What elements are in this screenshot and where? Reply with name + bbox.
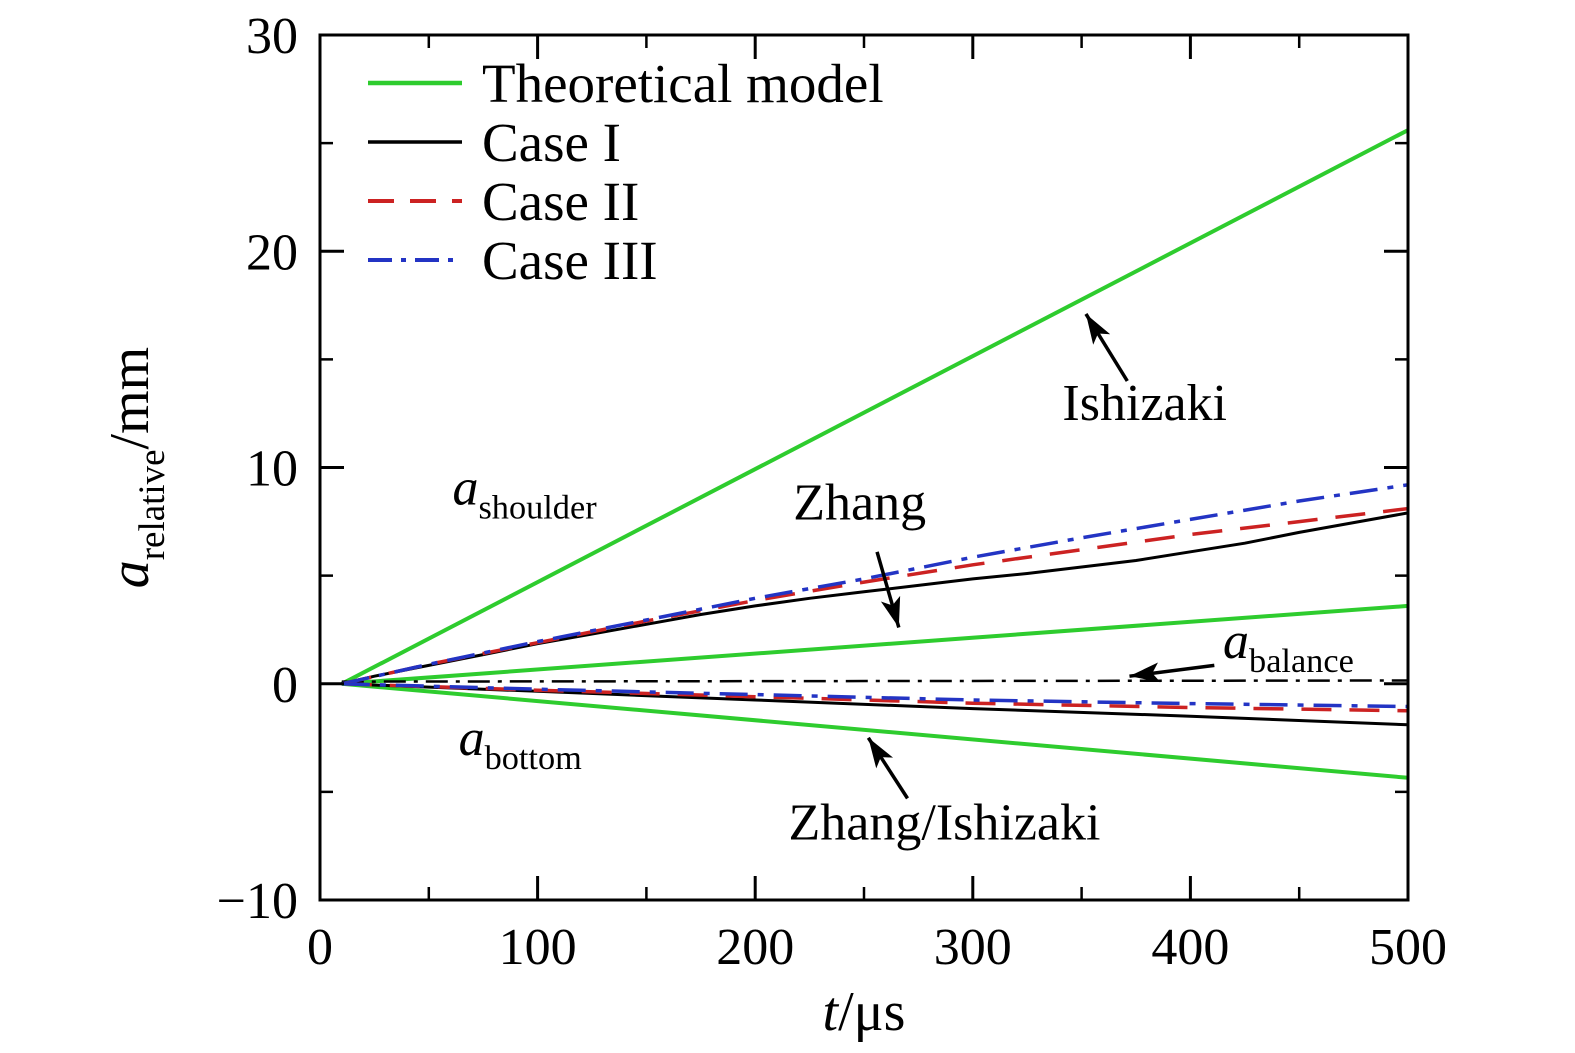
legend-label-1: Theoretical model [482, 53, 884, 114]
a-shoulder-label: ashoulder [452, 459, 597, 526]
y-tick-label: −10 [217, 873, 298, 930]
a-bottom-label: abottom [459, 710, 583, 777]
series-group [340, 128, 1409, 780]
zhang-arrow [875, 551, 901, 629]
x-tick-label: 300 [934, 919, 1012, 976]
legend-label-2: Case I [482, 112, 621, 173]
x-tick-label: 0 [307, 919, 333, 976]
series-theory-shoulder-zhang [341, 603, 1409, 686]
legend-label-4: Case III [482, 230, 658, 291]
zhang-ishizaki-arrow [866, 736, 909, 800]
x-tick-label: 400 [1151, 919, 1229, 976]
y-axis-label: arelative/mm [99, 347, 172, 588]
y-tick-label: 20 [246, 224, 298, 281]
ishizaki-label: Ishizaki [1062, 375, 1227, 432]
zhang-ishizaki-label: Zhang/Ishizaki [789, 794, 1101, 851]
series-balance-line [341, 679, 1409, 683]
legend-label-3: Case II [482, 171, 639, 232]
y-tick-label: 10 [246, 441, 298, 498]
x-tick-label: 100 [499, 919, 577, 976]
y-tick-label: 30 [246, 8, 298, 65]
x-tick-label: 200 [716, 919, 794, 976]
ishizaki-arrow [1084, 313, 1129, 382]
series-theory-shoulder-ishizaki [340, 128, 1409, 686]
series-theory-bottom-zhang-ishizaki [341, 681, 1409, 780]
zhang-label: Zhang [793, 474, 926, 531]
series-case3-bottom [341, 682, 1409, 709]
x-axis-label: t/μs [823, 981, 906, 1043]
series-case3-shoulder [341, 483, 1409, 686]
x-tick-label: 500 [1369, 919, 1447, 976]
balance-arrow [1129, 662, 1215, 683]
a-balance-label: abalance [1223, 613, 1354, 680]
y-tick-label: 0 [272, 657, 298, 714]
